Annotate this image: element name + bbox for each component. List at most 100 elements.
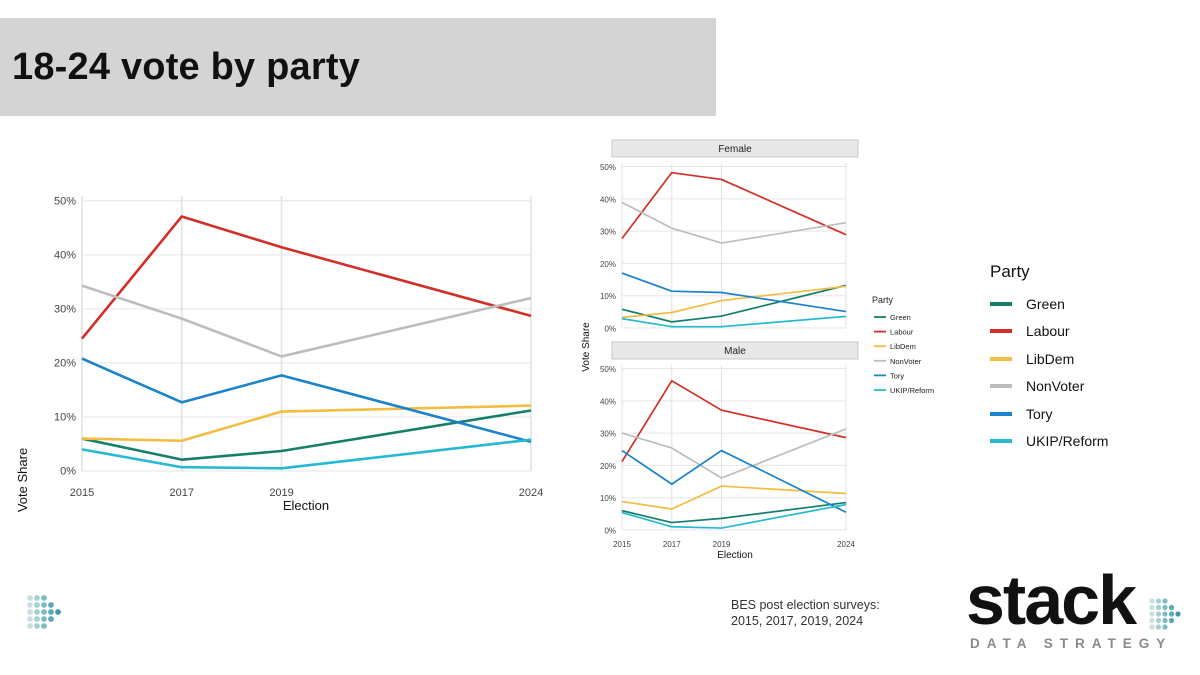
main-x-tick-3: 2024 bbox=[519, 487, 543, 499]
male-y-tick-4: 40% bbox=[600, 397, 616, 406]
logo-dot bbox=[1168, 617, 1175, 624]
logo-dot bbox=[41, 595, 47, 601]
logo-dot bbox=[41, 623, 47, 629]
male-x-tick-0: 2015 bbox=[613, 540, 631, 549]
logo-dot bbox=[27, 609, 33, 615]
facet-legend-label-libdem: LibDem bbox=[890, 342, 916, 351]
legend-item-labour: Labour bbox=[990, 318, 1108, 346]
logo-dot bbox=[41, 616, 47, 622]
female-line-ukip-reform bbox=[621, 315, 847, 328]
legend-item-tory: Tory bbox=[990, 400, 1108, 428]
male-x-tick-3: 2024 bbox=[837, 540, 855, 549]
logo-dot bbox=[1155, 598, 1162, 604]
female-y-tick-3: 30% bbox=[600, 228, 616, 237]
main-y-tick-5: 50% bbox=[54, 195, 76, 207]
female-y-tick-0: 0% bbox=[604, 325, 616, 334]
male-x-tick-2: 2019 bbox=[713, 540, 731, 549]
legend-item-ukip-reform: UKIP/Reform bbox=[990, 428, 1108, 456]
facet-legend-label-labour: Labour bbox=[890, 328, 914, 337]
female-y-tick-5: 50% bbox=[600, 163, 616, 172]
female-y-tick-4: 40% bbox=[600, 195, 616, 204]
series-lines bbox=[80, 215, 532, 470]
logo-dot bbox=[1162, 624, 1168, 630]
logo-dot bbox=[1149, 611, 1155, 617]
panel-female: Female 0% 10% 20% 30% 40% 50% bbox=[600, 139, 859, 338]
logo-dot bbox=[41, 602, 47, 608]
stack-logo-subtitle: DATA STRATEGY bbox=[970, 636, 1173, 651]
strip-male bbox=[611, 341, 859, 360]
source-line-2: 2015, 2017, 2019, 2024 bbox=[731, 614, 864, 628]
logo-dot bbox=[1168, 611, 1175, 617]
male-line-nonvoter bbox=[621, 428, 847, 479]
legend-swatch-labour bbox=[990, 329, 1012, 334]
logo-dot bbox=[1162, 604, 1168, 611]
title-band: 18-24 vote by party bbox=[0, 18, 716, 116]
logo-dot bbox=[1149, 624, 1155, 630]
facet-legend-title: Party bbox=[872, 295, 894, 305]
legend-label-ukip-reform: UKIP/Reform bbox=[1026, 433, 1109, 450]
main-line-green bbox=[81, 409, 532, 461]
logo-dot bbox=[41, 609, 47, 615]
legend-label-libdem: LibDem bbox=[1026, 350, 1075, 367]
main-line-tory bbox=[81, 357, 532, 444]
legend-label-labour: Labour bbox=[1026, 323, 1070, 340]
facet-legend: Party Green Labour LibDem NonVoter Tory UKIP/… bbox=[872, 295, 934, 395]
logo-dot bbox=[1155, 604, 1162, 611]
facet-legend-label-ukip-reform: UKIP/Reform bbox=[890, 386, 934, 395]
logo-dot bbox=[34, 623, 40, 629]
legend-swatch-green bbox=[990, 301, 1012, 306]
y-axis-title: Vote Share bbox=[15, 448, 30, 512]
main-y-tick-4: 40% bbox=[54, 249, 76, 261]
party-legend: Party Green Labour LibDem NonVoter Tory UKIP/… bbox=[990, 262, 1108, 455]
logo-dot bbox=[1162, 617, 1168, 624]
legend-item-libdem: LibDem bbox=[990, 345, 1108, 373]
logo-dot bbox=[27, 623, 33, 629]
logo-dot bbox=[34, 609, 40, 615]
main-line-ukip-reform bbox=[81, 438, 532, 470]
strip-label-male: Male bbox=[724, 346, 746, 357]
logo-dot bbox=[48, 609, 54, 615]
logo-dot bbox=[1155, 611, 1162, 617]
logo-dot bbox=[1149, 604, 1155, 611]
male-line-ukip-reform bbox=[621, 503, 847, 529]
logo-dot bbox=[34, 595, 40, 601]
female-line-libdem bbox=[621, 285, 847, 319]
legend-swatch-nonvoter bbox=[990, 384, 1012, 389]
facet-y-axis-title: Vote Share bbox=[581, 322, 592, 372]
overall-vote-chart: 0% 10% 20% 30% 40% 50% 2015 2017 2019 2024 Elect… bbox=[15, 195, 543, 513]
main-y-tick-2: 20% bbox=[54, 357, 76, 369]
legend-item-green: Green bbox=[990, 290, 1108, 318]
legend-swatch-tory bbox=[990, 411, 1012, 416]
logo-dot bbox=[1175, 611, 1181, 617]
legend-item-nonvoter: NonVoter bbox=[990, 373, 1108, 401]
slide-title: 18-24 vote by party bbox=[12, 46, 361, 88]
x-ticks: 2015 2017 2019 2024 bbox=[70, 487, 543, 499]
male-line-tory bbox=[621, 449, 847, 513]
logo-dot bbox=[1149, 617, 1155, 624]
female-line-labour bbox=[621, 171, 847, 240]
logo-dot bbox=[34, 616, 40, 622]
legend-swatch-ukip-reform bbox=[990, 439, 1012, 444]
grid bbox=[81, 196, 532, 472]
male-y-tick-2: 20% bbox=[600, 462, 616, 471]
main-x-tick-1: 2017 bbox=[170, 487, 194, 499]
logo-dot bbox=[55, 609, 61, 615]
main-x-tick-0: 2015 bbox=[70, 487, 94, 499]
logo-dot bbox=[1162, 611, 1168, 617]
stack-logo-word: stack bbox=[966, 561, 1137, 639]
source-line-1: BES post election surveys: bbox=[731, 598, 880, 612]
logo-dot bbox=[1162, 598, 1168, 604]
logo-dots-icon bbox=[1149, 598, 1181, 630]
logo-dot bbox=[1155, 617, 1162, 624]
facet-x-axis-title: Election bbox=[717, 550, 753, 561]
strip-label-female: Female bbox=[718, 144, 752, 155]
main-y-tick-3: 30% bbox=[54, 303, 76, 315]
male-line-libdem bbox=[621, 485, 847, 510]
panel-bg-female bbox=[612, 157, 858, 338]
logo-dot bbox=[1155, 624, 1162, 630]
legend-label-green: Green bbox=[1026, 295, 1065, 312]
female-y-tick-2: 20% bbox=[600, 260, 616, 269]
male-line-green bbox=[621, 501, 847, 524]
strip-female bbox=[611, 139, 859, 158]
legend-swatch-libdem bbox=[990, 356, 1012, 361]
